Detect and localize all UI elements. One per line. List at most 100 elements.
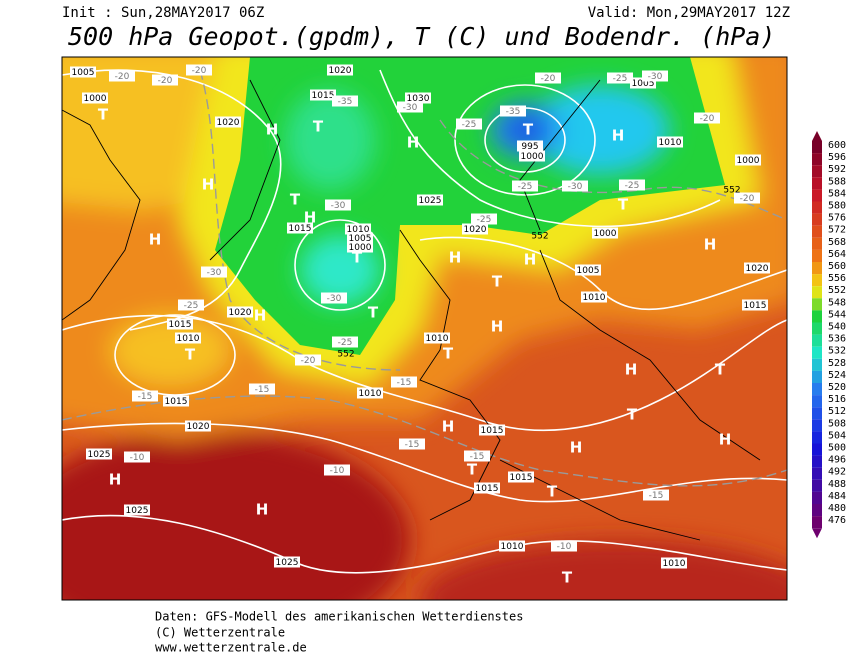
temperature-label-box	[321, 292, 347, 304]
pressure-center: T	[368, 304, 379, 322]
legend-swatch	[812, 443, 822, 456]
pressure-center: T	[618, 196, 629, 214]
legend-label: 500	[828, 443, 846, 454]
temperature-label-box	[734, 192, 760, 204]
isobar-label-box	[417, 194, 443, 206]
legend-swatch	[812, 153, 822, 166]
legend-swatch	[812, 358, 822, 371]
temperature-label: -25	[338, 338, 353, 348]
isobar-label: 1020	[329, 66, 352, 76]
temperature-label: -30	[403, 103, 418, 113]
legend-label: 560	[828, 261, 846, 272]
color-legend: 6005965925885845805765725685645605565525…	[812, 131, 846, 539]
legend-swatch	[812, 189, 822, 202]
map-title: 500 hPa Geopot.(gpdm), T (C) und Bodendr…	[68, 22, 775, 51]
pressure-center: H	[256, 501, 269, 519]
isobar-label: 1000	[737, 156, 760, 166]
isobar-label-box	[479, 424, 505, 436]
temperature-label-box	[332, 336, 358, 348]
temperature-label-box	[464, 450, 490, 462]
isobar-label-box	[424, 332, 450, 344]
legend-swatch	[812, 177, 822, 190]
pressure-center: H	[442, 418, 455, 436]
thickness-label: 552	[337, 350, 354, 360]
legend-swatch	[812, 262, 822, 275]
pressure-center: H	[202, 176, 215, 194]
legend-label: 532	[828, 346, 846, 357]
legend-swatch	[812, 516, 822, 529]
legend-label: 552	[828, 285, 846, 296]
legend-swatch	[812, 431, 822, 444]
isobar-label: 1020	[746, 264, 769, 274]
isobar-label: 1010	[359, 389, 382, 399]
legend-label: 520	[828, 382, 846, 393]
isobar-label: 1005	[632, 79, 655, 89]
isobar-label: 995	[521, 142, 538, 152]
temperature-label: -15	[470, 452, 485, 462]
legend-label: 476	[828, 515, 846, 526]
isobar-label: 1015	[165, 397, 188, 407]
legend-label: 540	[828, 322, 846, 333]
pressure-center: H	[524, 251, 537, 269]
legend-swatch	[812, 274, 822, 287]
isobar-label-box	[185, 420, 211, 432]
isobar-label-box	[86, 448, 112, 460]
temperature-label: -30	[331, 201, 346, 211]
legend-swatch	[812, 491, 822, 504]
legend-swatch	[812, 370, 822, 383]
legend-label: 580	[828, 201, 846, 212]
pressure-center: T	[352, 249, 363, 267]
isobar-label-box	[345, 223, 371, 235]
temperature-label-box	[456, 118, 482, 130]
temperature-label: -20	[700, 114, 715, 124]
legend-swatch	[812, 249, 822, 262]
temperature-label: -25	[184, 301, 199, 311]
temperature-label: -10	[330, 466, 345, 476]
temperature-label-box	[324, 464, 350, 476]
isobar-label: 1005	[349, 234, 372, 244]
isobar-label-box	[462, 223, 488, 235]
temperature-label-box	[124, 451, 150, 463]
pressure-center: T	[627, 406, 638, 424]
isobar-label-box	[581, 291, 607, 303]
isobar-label: 1025	[276, 558, 299, 568]
legend-swatch	[812, 455, 822, 468]
legend-swatch	[812, 334, 822, 347]
temperature-label-box	[535, 72, 561, 84]
temperature-label: -15	[649, 491, 664, 501]
pressure-center: H	[570, 439, 583, 457]
isobar-label-box	[357, 387, 383, 399]
legend-swatch	[812, 395, 822, 408]
isobar-label-box	[519, 150, 545, 162]
temperature-label: -20	[541, 74, 556, 84]
pressure-center: H	[254, 307, 267, 325]
temperature-label-box	[332, 95, 358, 107]
temperature-label-box	[643, 489, 669, 501]
pressure-center: T	[715, 361, 726, 379]
footer-url: www.wetterzentrale.de	[155, 641, 307, 655]
pressure-center: H	[149, 231, 162, 249]
legend-label: 480	[828, 503, 846, 514]
temperature-label-box	[186, 64, 212, 76]
pressure-center: T	[443, 345, 454, 363]
isobar-label-box	[70, 66, 96, 78]
isobar-label-box	[175, 332, 201, 344]
isobar-label-box	[82, 92, 108, 104]
temperature-label: -35	[506, 107, 521, 117]
legend-label: 516	[828, 394, 846, 405]
valid-time: Valid: Mon,29MAY2017 12Z	[588, 5, 790, 21]
temperature-label: -30	[207, 268, 222, 278]
legend-label: 588	[828, 176, 846, 187]
temperature-label-box	[152, 74, 178, 86]
temperature-label: -20	[301, 356, 316, 366]
pressure-center: H	[304, 209, 317, 227]
pressure-center: T	[98, 106, 109, 124]
temperature-label: -10	[130, 453, 145, 463]
temperature-label-box	[619, 179, 645, 191]
legend-swatch	[812, 346, 822, 359]
isobar-label-box	[405, 92, 431, 104]
legend-swatch	[812, 237, 822, 250]
temperature-label: -35	[338, 97, 353, 107]
isobar-label: 1015	[169, 320, 192, 330]
isobar-label: 1015	[289, 224, 312, 234]
